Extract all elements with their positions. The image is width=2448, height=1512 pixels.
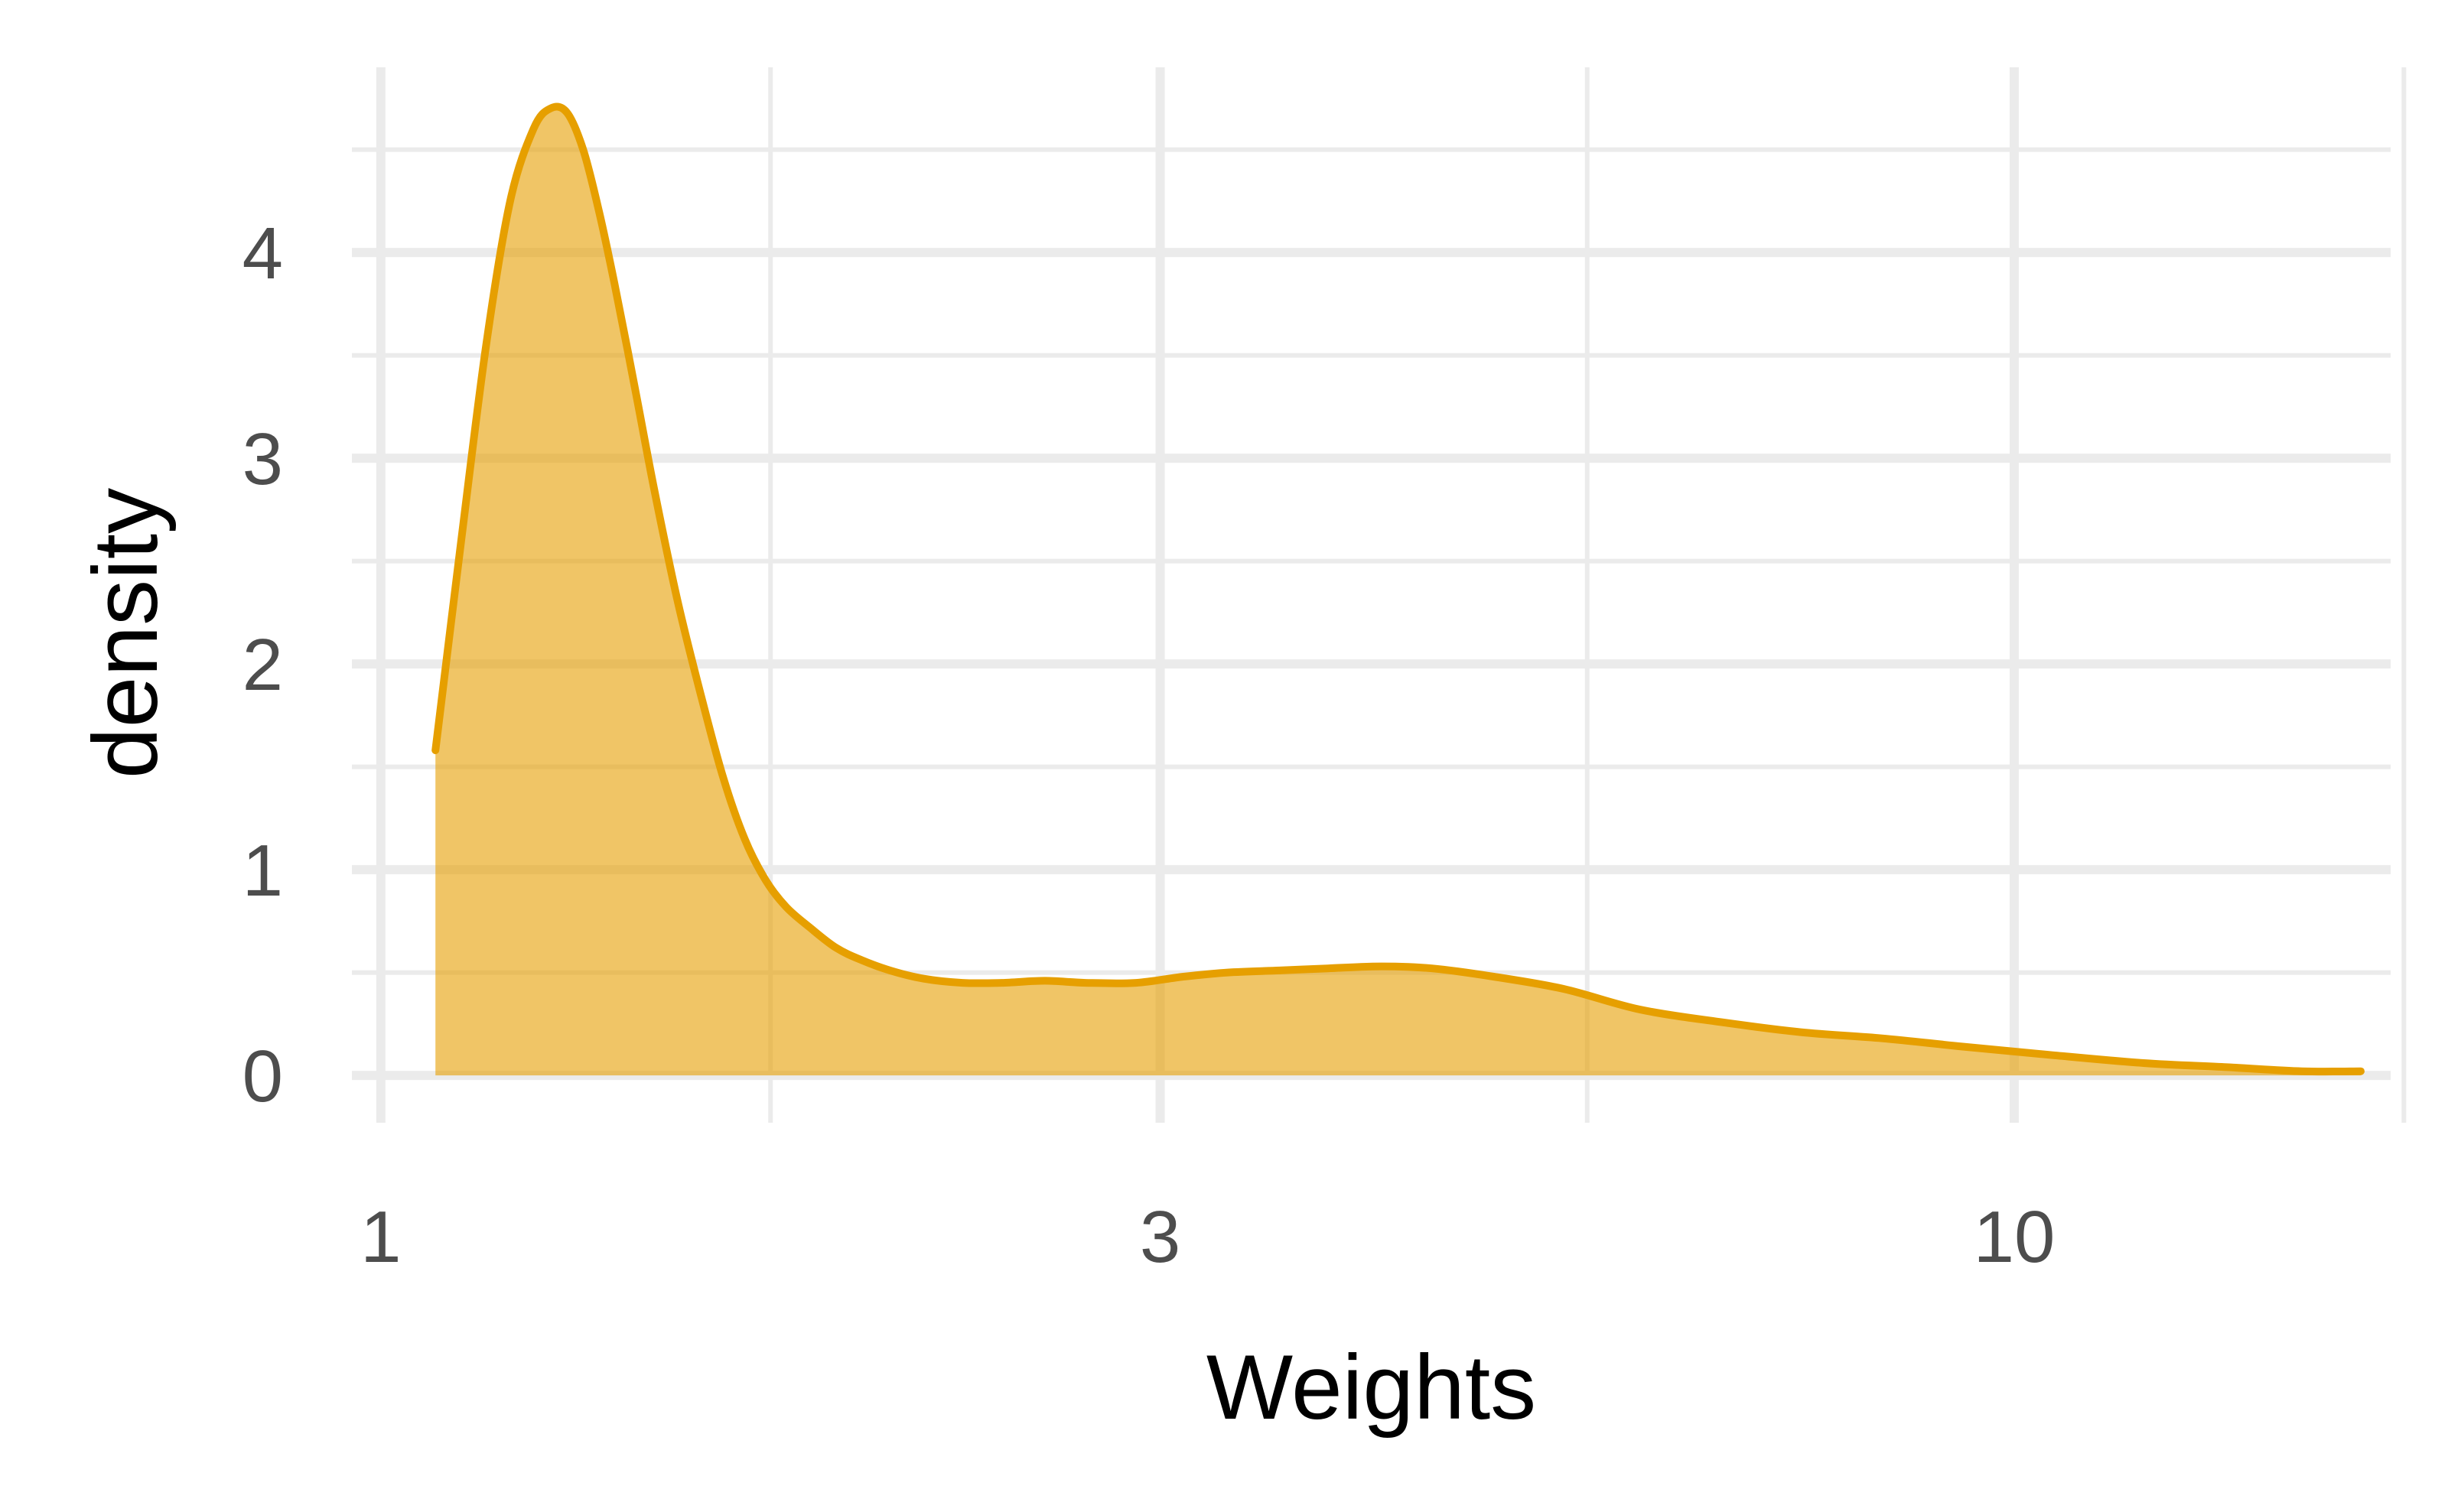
y-tick-label: 1 <box>243 830 283 912</box>
y-tick-label: 4 <box>243 213 283 294</box>
x-tick-label: 3 <box>1140 1196 1180 1278</box>
y-tick-label: 0 <box>243 1036 283 1117</box>
x-axis-title: Weights <box>1206 1336 1536 1439</box>
x-tick-label: 10 <box>1974 1196 2056 1278</box>
density-area <box>435 106 2362 1076</box>
y-tick-label: 3 <box>243 418 283 500</box>
x-tick-label: 1 <box>360 1196 401 1278</box>
y-tick-label: 2 <box>243 624 283 706</box>
density-area-layer <box>431 102 2365 1076</box>
y-axis-title: density <box>74 488 177 779</box>
density-line <box>431 102 2365 1076</box>
